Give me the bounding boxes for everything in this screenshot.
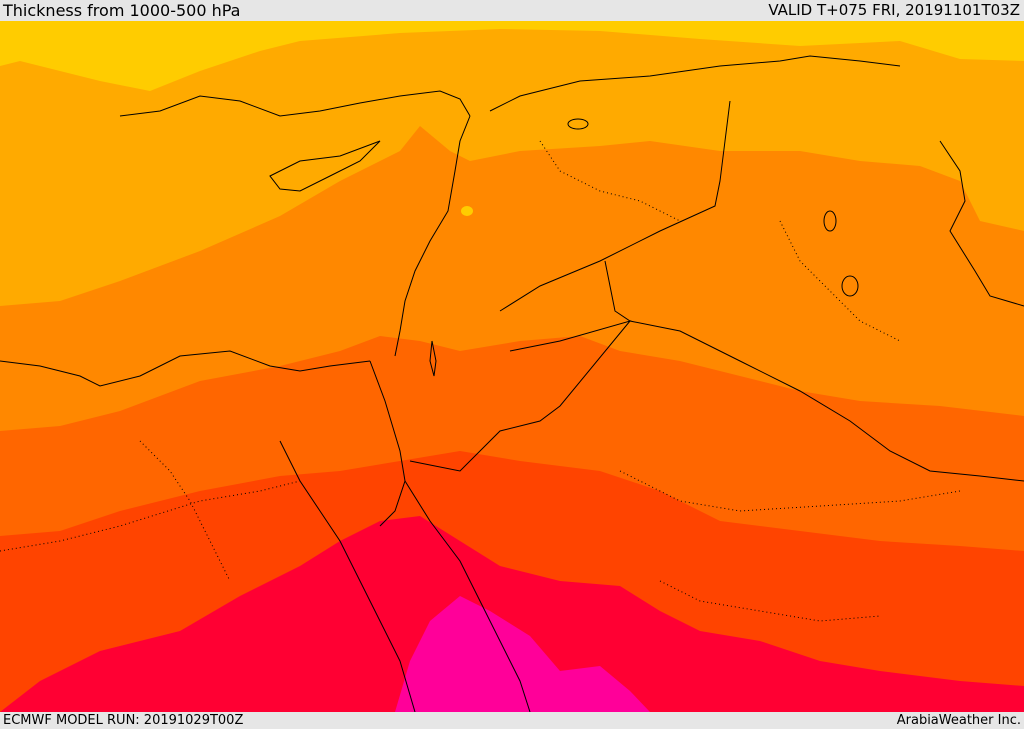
- turkey-coast: [119, 90, 471, 117]
- province-line-1: [0, 480, 301, 552]
- iraq-saudi-border: [604, 260, 1024, 482]
- jordan-border: [409, 320, 632, 472]
- red-sea-west-coast: [279, 440, 416, 712]
- province-line-5: [139, 440, 231, 582]
- egypt-coast: [0, 350, 371, 387]
- province-line-3: [779, 220, 901, 342]
- map-canvas: [0, 21, 1024, 712]
- valid-time-label: VALID T+075 FRI, 20191101T03Z: [768, 1, 1020, 19]
- thickness-map: [0, 21, 1024, 712]
- header-bar: Thickness from 1000-500 hPa VALID T+075 …: [0, 0, 1024, 21]
- cyprus-outline: [269, 140, 381, 192]
- country-borders: [0, 55, 1024, 712]
- levant-coast: [394, 115, 471, 357]
- syria-turkey-border: [489, 55, 901, 112]
- syria-iraq-border: [499, 100, 731, 312]
- footer-bar: ECMWF MODEL RUN: 20191029T00Z ArabiaWeat…: [0, 712, 1024, 729]
- band-1: [0, 21, 1024, 91]
- credit-label: ArabiaWeather Inc.: [896, 713, 1021, 728]
- lake-1: [461, 206, 473, 216]
- model-run-label: ECMWF MODEL RUN: 20191029T00Z: [3, 713, 244, 728]
- band-6: [0, 516, 1024, 712]
- province-borders: [0, 140, 961, 622]
- lake-2: [567, 118, 589, 130]
- sinai-east: [369, 360, 406, 527]
- red-sea-east-coast: [404, 480, 531, 712]
- band-7: [395, 596, 650, 712]
- iran-iraq-border: [939, 140, 1024, 307]
- lake-4: [823, 210, 837, 232]
- lake-3: [841, 275, 859, 297]
- map-title: Thickness from 1000-500 hPa: [3, 1, 241, 20]
- province-line-4: [539, 140, 681, 222]
- dead-sea-outline: [429, 340, 437, 377]
